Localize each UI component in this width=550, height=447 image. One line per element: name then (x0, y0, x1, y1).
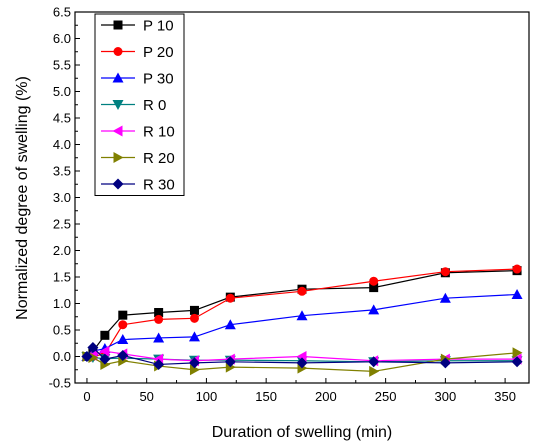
data-point (188, 331, 200, 342)
x-tick-label: 250 (375, 389, 397, 404)
data-point (153, 358, 165, 370)
legend-marker (113, 152, 124, 163)
y-tick-label: 5.0 (53, 84, 71, 99)
data-point (153, 332, 165, 343)
data-point (224, 319, 236, 330)
data-point (117, 334, 129, 345)
data-point (99, 353, 111, 365)
data-point (369, 365, 380, 377)
legend: P 10 P 20 P 30 R 0 R 10 R 20 R 30 (94, 13, 185, 196)
data-point (512, 264, 522, 274)
legend-label: R 0 (143, 97, 166, 114)
data-point (296, 310, 308, 321)
y-tick-label: 0.0 (53, 349, 71, 364)
legend-marker (113, 47, 123, 56)
data-point (369, 283, 379, 293)
x-tick-label: 0 (83, 389, 90, 404)
data-point (154, 314, 164, 324)
x-tick-label: 350 (494, 389, 516, 404)
data-point (88, 352, 99, 364)
data-point (117, 349, 129, 361)
x-tick-label: 50 (139, 389, 153, 404)
y-tick-label: 1.5 (53, 270, 71, 285)
data-point (154, 308, 164, 318)
data-point (368, 356, 380, 368)
legend-marker (112, 100, 124, 110)
legend-label: R 20 (143, 150, 175, 167)
data-point (81, 351, 93, 362)
data-point (118, 320, 128, 330)
y-tick-label: 4.0 (53, 137, 71, 152)
x-tick-label: 300 (435, 389, 457, 404)
legend-marker (112, 72, 124, 83)
data-point (297, 286, 307, 296)
legend-marker (113, 20, 123, 30)
legend-marker (112, 125, 123, 137)
data-point (87, 341, 99, 353)
data-point (296, 351, 307, 362)
legend-label: P 30 (143, 71, 174, 88)
data-point (118, 310, 128, 320)
y-tick-label: 6.0 (53, 31, 71, 46)
y-tick-label: 3.5 (53, 164, 71, 179)
data-point (511, 288, 523, 299)
x-tick-label: 100 (196, 389, 218, 404)
legend-label: R 30 (143, 177, 175, 194)
series-layer (81, 264, 523, 377)
x-tick-label: 200 (315, 389, 337, 404)
data-point (189, 313, 199, 323)
y-tick-label: 0.5 (53, 323, 71, 338)
x-tick-label: 150 (255, 389, 277, 404)
data-point (189, 305, 199, 315)
y-tick-label: 5.5 (53, 58, 71, 73)
y-axis-label: Normalized degree of swelling (%) (14, 76, 31, 320)
y-tick-label: 3.0 (53, 190, 71, 205)
y-tick-label: 6.5 (53, 5, 71, 20)
data-point (296, 357, 308, 369)
x-axis-label: Duration of swelling (min) (212, 424, 393, 441)
data-point (189, 364, 200, 376)
data-point (439, 292, 451, 303)
legend-marker (112, 178, 124, 190)
legend-label: P 10 (143, 18, 174, 35)
data-point (99, 345, 110, 357)
data-point (369, 276, 379, 286)
y-tick-label: -0.5 (49, 376, 71, 391)
data-point (100, 330, 110, 340)
y-tick-label: 1.0 (53, 296, 71, 311)
data-point (188, 357, 200, 369)
data-point (512, 347, 523, 359)
data-point (440, 267, 450, 277)
y-axis: -0.5 0.0 0.5 1.0 1.5 2.0 2.5 3.0 3.5 4.0 4.5 5.0 5.5… (49, 5, 80, 391)
data-point (224, 356, 236, 368)
y-tick-label: 2.5 (53, 217, 71, 232)
data-point (439, 357, 451, 369)
series-r-30 (81, 341, 523, 370)
legend-label: R 10 (143, 124, 175, 141)
data-point (511, 356, 523, 368)
y-tick-label: 4.5 (53, 111, 71, 126)
data-point (368, 304, 380, 315)
data-point (225, 293, 235, 303)
legend-label: P 20 (143, 44, 174, 61)
y-tick-label: 2.0 (53, 243, 71, 258)
x-axis: 0 50 100 150 200 250 300 350 (83, 378, 516, 404)
